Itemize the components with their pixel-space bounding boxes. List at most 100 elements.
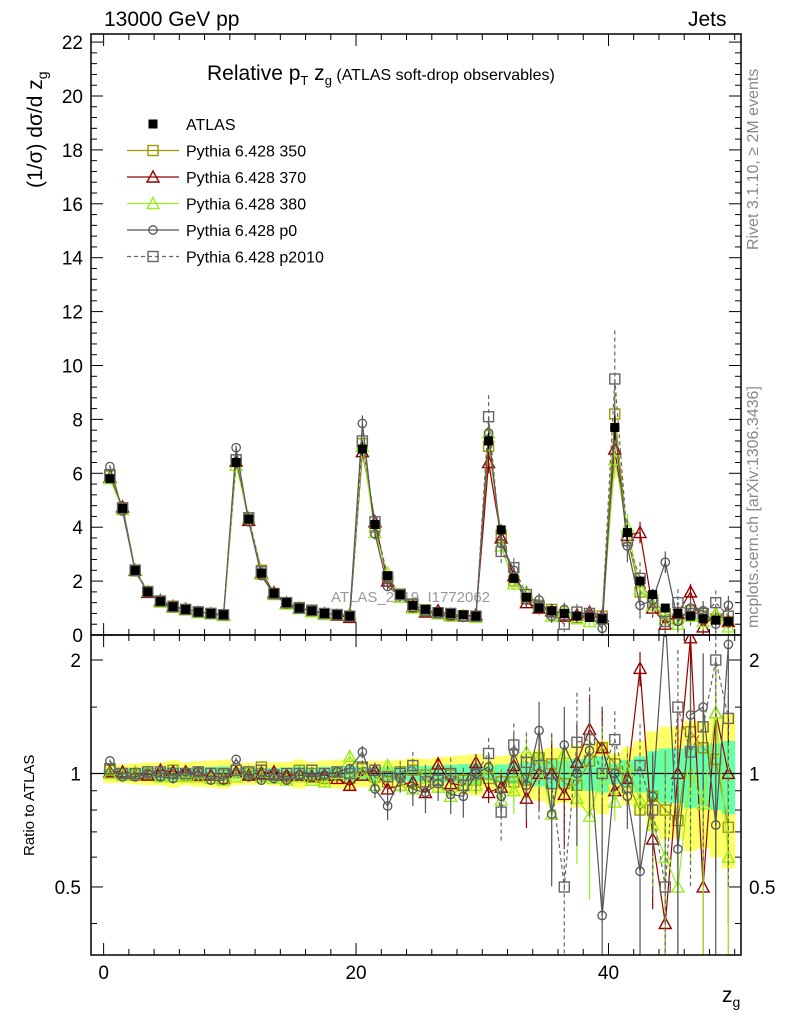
series-4-point xyxy=(231,442,241,453)
x-axis-label-text: z xyxy=(722,984,733,1007)
series-5-ratio-point xyxy=(722,712,735,725)
series-5-ratio-point xyxy=(129,767,141,780)
series-2-point xyxy=(683,584,698,598)
series-4-ratio-point xyxy=(206,775,216,786)
series-5-point xyxy=(167,601,179,613)
series-5-ratio-point xyxy=(558,881,571,893)
series-3-point xyxy=(506,576,521,590)
series-2-ratio-point xyxy=(683,635,698,644)
series-5-ratio-point xyxy=(571,736,583,748)
series-5-ratio-point xyxy=(318,767,331,780)
series-5-point xyxy=(470,610,482,622)
series-5-line xyxy=(109,378,729,626)
series-5-point xyxy=(192,606,204,618)
series-4-point xyxy=(370,529,380,539)
series-5-ratio-point xyxy=(142,766,154,778)
series-5-point xyxy=(142,585,154,598)
series-4-point xyxy=(723,600,734,611)
series-5-ratio-point xyxy=(394,767,406,780)
chart-title-var-sub: g xyxy=(324,73,332,89)
series-5-ratio-point xyxy=(280,767,293,780)
series-5-ratio-point xyxy=(179,767,192,780)
series-5-ratio-point xyxy=(533,759,545,772)
series-5-ratio-point xyxy=(381,771,394,783)
atlas-point xyxy=(408,600,418,610)
header-left: 13000 GeV pp xyxy=(104,8,240,31)
series-2-ratio-point xyxy=(481,785,496,799)
atlas-point xyxy=(711,615,721,625)
series-5-ratio-point xyxy=(255,764,268,776)
series-4-ratio-point xyxy=(597,910,608,921)
lower-y-tick-label: 1 xyxy=(70,764,81,785)
atlas-point xyxy=(559,608,569,618)
atlas-point xyxy=(686,611,696,621)
series-5-ratio-point xyxy=(116,767,129,780)
upper-y-tick-label: 10 xyxy=(62,356,83,377)
x-tick-label: 40 xyxy=(598,963,619,984)
series-3-ratio-point xyxy=(582,808,597,822)
atlas-point xyxy=(105,474,115,484)
upper-y-tick-label: 8 xyxy=(72,410,83,431)
series-4-point xyxy=(635,600,645,611)
series-5-ratio-point xyxy=(306,764,318,776)
series-3-ratio-point xyxy=(506,783,521,797)
legend-marker xyxy=(147,250,159,263)
series-5-point xyxy=(293,602,305,614)
series-5-ratio-point xyxy=(407,759,419,772)
atlas-point xyxy=(256,568,266,578)
atlas-point xyxy=(370,520,380,530)
atlas-point xyxy=(206,608,216,618)
series-5-point xyxy=(129,564,141,576)
atlas-point xyxy=(597,614,607,624)
series-2-ratio-point xyxy=(241,767,256,781)
series-4-ratio-point xyxy=(382,801,393,811)
upper-y-tick-label: 12 xyxy=(62,303,83,324)
upper-y-tick-label: 0 xyxy=(72,626,83,647)
legend-label: Pythia 6.428 p2010 xyxy=(186,250,324,267)
series-4-ratio-point xyxy=(281,775,292,786)
atlas-point xyxy=(458,610,468,620)
series-4-ratio-point xyxy=(673,844,683,854)
atlas-point xyxy=(244,514,254,524)
series-5-ratio-point xyxy=(331,766,343,778)
series-4-ratio-point xyxy=(635,866,645,877)
series-5-point xyxy=(445,607,457,620)
atlas-point xyxy=(433,607,443,617)
series-5-ratio-point xyxy=(508,739,520,751)
atlas-point xyxy=(168,602,178,612)
chart-title: Relative pT zg (ATLAS soft-drop observab… xyxy=(207,62,555,88)
atlas-point xyxy=(319,608,329,618)
series-5-ratio-point xyxy=(684,746,697,758)
series-3-ratio-point xyxy=(317,774,332,788)
chart-title-main: Relative p xyxy=(207,62,301,85)
series-4-ratio-point xyxy=(105,756,115,766)
series-5-ratio-point xyxy=(167,767,179,780)
upper-y-tick-label: 20 xyxy=(62,87,83,108)
series-2-ratio-point xyxy=(102,764,118,778)
atlas-point xyxy=(635,576,645,586)
atlas-point xyxy=(534,603,544,613)
series-5-point xyxy=(217,609,230,621)
upper-y-tick-label: 18 xyxy=(62,141,83,162)
legend-label: Pythia 6.428 370 xyxy=(186,170,306,187)
lower-y-tick-label-right: 2 xyxy=(749,651,760,672)
series-5-point xyxy=(179,603,192,616)
series-2-ratio-point xyxy=(632,660,648,675)
legend-marker xyxy=(148,225,158,235)
atlas-point xyxy=(219,610,229,620)
series-5-ratio-point xyxy=(482,747,495,760)
series-5-point xyxy=(331,608,343,621)
atlas-point xyxy=(509,573,519,583)
series-2-point xyxy=(519,595,534,609)
lower-plot-area xyxy=(91,635,741,955)
series-5-ratio-point xyxy=(470,767,482,780)
atlas-point xyxy=(143,587,153,597)
series-5-point xyxy=(205,607,217,620)
series-5-ratio-point xyxy=(445,767,457,780)
series-3-ratio-point xyxy=(342,748,357,763)
atlas-point xyxy=(130,565,140,575)
chart-title-var: z xyxy=(308,62,325,85)
series-5-point xyxy=(558,618,571,630)
series-5-ratio-line xyxy=(109,659,729,888)
legend-marker xyxy=(148,119,158,129)
